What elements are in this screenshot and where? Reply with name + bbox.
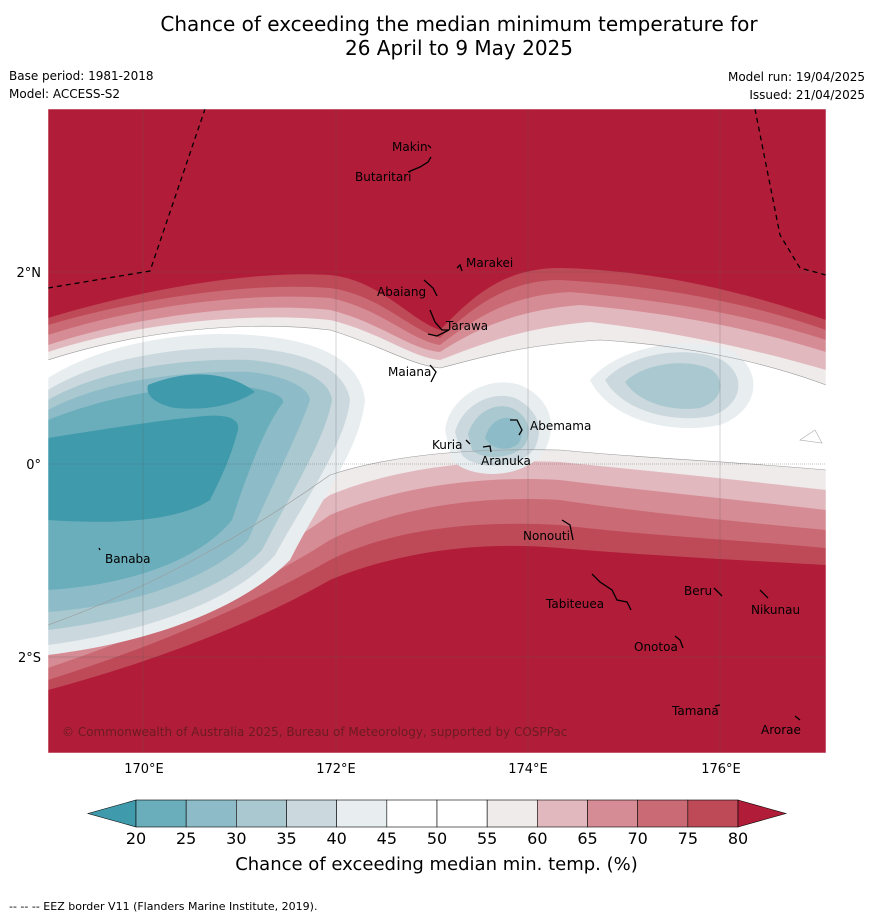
colorbar-tick-label: 75 — [677, 829, 699, 848]
colorbar-band — [135, 799, 187, 828]
lat-tick-2s: 2°S — [18, 651, 41, 666]
lat-tick-2n: 2°N — [17, 266, 42, 281]
place-butaritari: Butaritari — [355, 170, 412, 184]
colorbar-tick-label: 50 — [426, 829, 448, 848]
colorbar-tick-label: 25 — [175, 829, 197, 848]
place-beru: Beru — [684, 584, 712, 598]
colorbar-title: Chance of exceeding median min. temp. (%… — [235, 854, 638, 875]
colorbar-tick-label: 55 — [476, 829, 498, 848]
colorbar-tick-label: 40 — [326, 829, 347, 848]
eez-legend-note: -- -- -- EEZ border V11 (Flanders Marine… — [9, 900, 318, 913]
place-tamana: Tamana — [671, 704, 719, 718]
colorbar-band — [386, 799, 438, 828]
colorbar — [86, 799, 788, 828]
island-outlines — [98, 144, 801, 721]
copyright-notice: © Commonwealth of Australia 2025, Bureau… — [62, 725, 567, 739]
lon-tick-170: 170°E — [124, 762, 164, 777]
place-nonouti: Nonouti — [523, 529, 570, 543]
place-tabiteuea: Tabiteuea — [545, 597, 604, 611]
colorbar-band — [537, 799, 588, 828]
place-kuria: Kuria — [432, 438, 463, 452]
colorbar-band — [587, 799, 638, 828]
colorbar-tick-label: 20 — [125, 829, 147, 848]
place-labels: Makin Butaritari Marakei Abaiang Tarawa … — [105, 140, 801, 737]
place-aranuka: Aranuka — [481, 454, 531, 468]
place-abaiang: Abaiang — [377, 285, 426, 299]
colorbar-band — [486, 799, 538, 828]
place-maiana: Maiana — [388, 365, 431, 379]
colorbar-band — [185, 799, 237, 828]
lon-tick-174: 174°E — [508, 762, 548, 777]
lon-tick-172: 172°E — [316, 762, 356, 777]
colorbar-tick-label: 35 — [276, 829, 297, 848]
colorbar-extend-high — [737, 799, 788, 828]
place-makin: Makin — [392, 140, 428, 154]
title-line-1: Chance of exceeding the median minimum t… — [160, 12, 758, 36]
colorbar-tick-label: 70 — [627, 829, 648, 848]
place-marakei: Marakei — [466, 256, 513, 270]
colorbar-band — [436, 799, 488, 828]
place-abemama: Abemama — [530, 419, 591, 433]
place-banaba: Banaba — [105, 552, 151, 566]
colorbar-tick-label: 65 — [577, 829, 598, 848]
colorbar-tick-label: 60 — [527, 829, 548, 848]
map-title: Chance of exceeding the median minimum t… — [0, 12, 873, 60]
place-arorae: Arorae — [761, 723, 801, 737]
colorbar-band — [637, 799, 689, 828]
colorbar-band — [336, 799, 388, 828]
title-line-2: 26 April to 9 May 2025 — [345, 36, 573, 60]
probability-field — [48, 109, 826, 753]
colorbar-tick-label: 80 — [727, 829, 749, 848]
colorbar-band — [236, 799, 287, 828]
lon-tick-176: 176°E — [701, 762, 741, 777]
model-name: Model: ACCESS-S2 — [9, 87, 121, 101]
issued-date: Issued: 21/04/2025 — [749, 88, 865, 102]
lat-tick-0: 0° — [26, 458, 41, 473]
base-period: Base period: 1981-2018 — [9, 69, 154, 83]
model-run: Model run: 19/04/2025 — [727, 70, 865, 84]
place-nikunau: Nikunau — [751, 603, 800, 617]
colorbar-extend-low — [86, 799, 137, 828]
colorbar-band — [687, 799, 739, 828]
colorbar-tick-label: 30 — [226, 829, 247, 848]
place-onotoa: Onotoa — [634, 640, 678, 654]
colorbar-tick-label: 45 — [376, 829, 398, 848]
place-tarawa: Tarawa — [445, 319, 488, 333]
colorbar-band — [286, 799, 337, 828]
